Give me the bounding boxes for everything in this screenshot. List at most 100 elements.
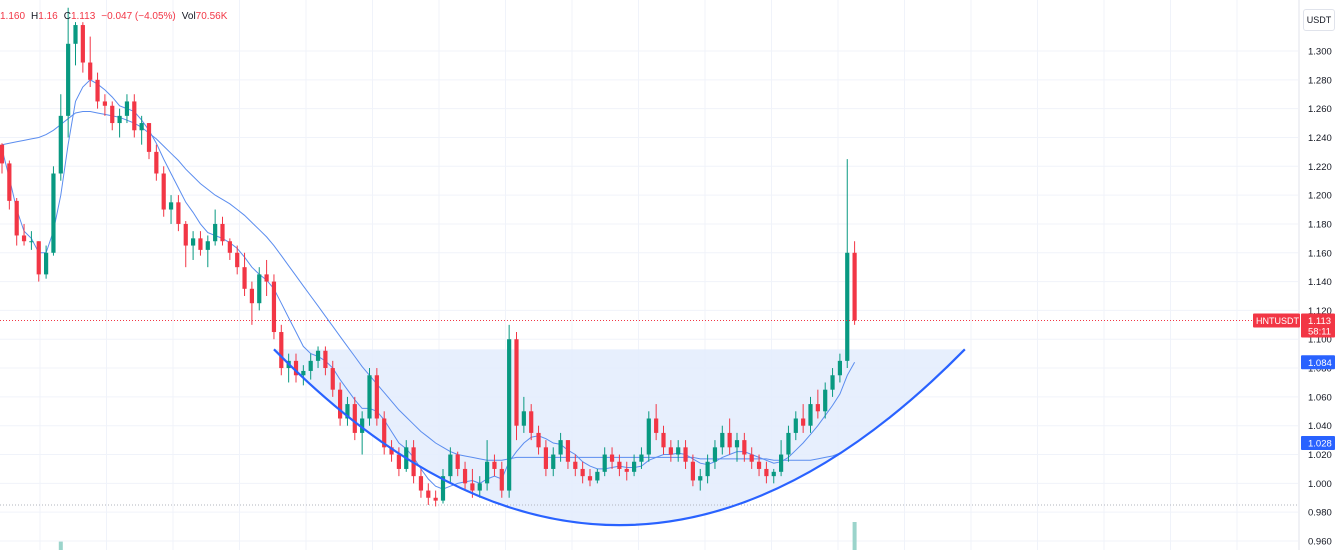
- candle-body: [132, 101, 137, 131]
- candle: [440, 468, 446, 504]
- candle: [676, 440, 681, 462]
- candle: [345, 396, 350, 426]
- candle: [110, 101, 115, 131]
- candle-body: [529, 411, 534, 433]
- candle: [536, 425, 541, 455]
- candle-body: [507, 339, 512, 491]
- candle-body: [779, 454, 784, 472]
- price-axis: 0.9600.9801.0001.0201.0401.0601.0801.100…: [1298, 0, 1335, 550]
- candle-body: [58, 115, 63, 174]
- candle-body: [176, 202, 181, 224]
- candle: [624, 461, 629, 481]
- candle-body: [367, 375, 372, 419]
- price-tick-label: 1.140: [1308, 277, 1332, 288]
- legend-vol-label: Vol: [181, 11, 196, 22]
- candle: [801, 404, 806, 433]
- candle: [654, 404, 659, 441]
- candle-body: [102, 101, 107, 106]
- candle-body: [720, 432, 725, 448]
- ohlc-legend: 1.160 H1.16 C1.113 −0.047 (−4.05%) Vol70.56K: [0, 11, 233, 22]
- candle-body: [396, 454, 401, 469]
- candle-body: [499, 468, 504, 491]
- candle: [139, 115, 144, 145]
- candle-body: [0, 144, 5, 164]
- candle-body: [198, 238, 203, 250]
- candle-body: [823, 389, 828, 412]
- candle-body: [433, 497, 438, 501]
- candle-body: [257, 274, 262, 304]
- candle: [830, 368, 835, 397]
- candle: [44, 245, 49, 279]
- candle-body: [264, 274, 269, 282]
- candle-body: [470, 483, 475, 491]
- candle: [102, 94, 107, 116]
- candle: [683, 440, 688, 469]
- candle-body: [815, 404, 820, 412]
- candle-body: [279, 332, 284, 369]
- candle-body: [330, 368, 335, 390]
- candle: [793, 411, 798, 441]
- pattern-arc: [273, 348, 966, 527]
- candle-body: [462, 468, 468, 484]
- candle-body: [632, 461, 637, 472]
- candle: [235, 245, 240, 275]
- ma-value-tag: [1301, 355, 1335, 370]
- candle: [602, 447, 607, 477]
- candle-body: [580, 468, 585, 477]
- candle: [249, 281, 254, 325]
- candle: [433, 490, 438, 507]
- candle-body: [536, 432, 541, 448]
- candle: [558, 432, 563, 462]
- candle-body: [29, 241, 34, 243]
- candle: [529, 404, 534, 441]
- candle: [352, 396, 357, 441]
- ma-value-label: 1.028: [1308, 439, 1332, 450]
- candle-body: [477, 483, 482, 491]
- candle: [426, 483, 431, 505]
- candle: [301, 365, 306, 386]
- candle: [396, 447, 401, 477]
- candle: [0, 143, 5, 174]
- candle-body: [249, 288, 254, 304]
- candle-body: [808, 404, 813, 426]
- candle: [154, 144, 159, 181]
- candle: [698, 468, 703, 491]
- candle: [418, 468, 424, 498]
- candle: [95, 72, 100, 109]
- candle-body: [73, 25, 78, 44]
- price-tick-label: 1.200: [1308, 191, 1332, 202]
- currency-button[interactable]: USDT: [1303, 9, 1335, 31]
- candle: [646, 411, 651, 462]
- volume-bars: [58, 522, 857, 550]
- candle: [264, 259, 269, 296]
- candle-body: [646, 418, 651, 455]
- price-tick-label: 1.060: [1308, 392, 1332, 403]
- candle: [712, 440, 718, 469]
- ma-value-tag: [1301, 436, 1335, 450]
- candle-body: [338, 389, 343, 419]
- candle: [220, 216, 225, 246]
- candle-body: [382, 418, 387, 448]
- candle-body: [727, 432, 732, 448]
- candle: [779, 440, 784, 477]
- candle: [573, 454, 578, 477]
- candle-body: [110, 105, 115, 124]
- candle: [690, 454, 695, 487]
- candle-body: [191, 238, 196, 246]
- candle: [14, 198, 19, 246]
- candle-body: [705, 461, 710, 477]
- price-tick-label: 1.160: [1308, 248, 1332, 259]
- candle-body: [624, 468, 629, 472]
- candle-body: [712, 447, 718, 462]
- candle: [330, 360, 335, 397]
- candle: [367, 368, 372, 426]
- candle-body: [51, 173, 56, 253]
- candle-body: [558, 440, 563, 455]
- candle-body: [602, 454, 607, 472]
- candle-body: [521, 411, 526, 426]
- volume-bar: [58, 541, 63, 550]
- candle: [132, 94, 137, 138]
- candle-body: [639, 454, 644, 462]
